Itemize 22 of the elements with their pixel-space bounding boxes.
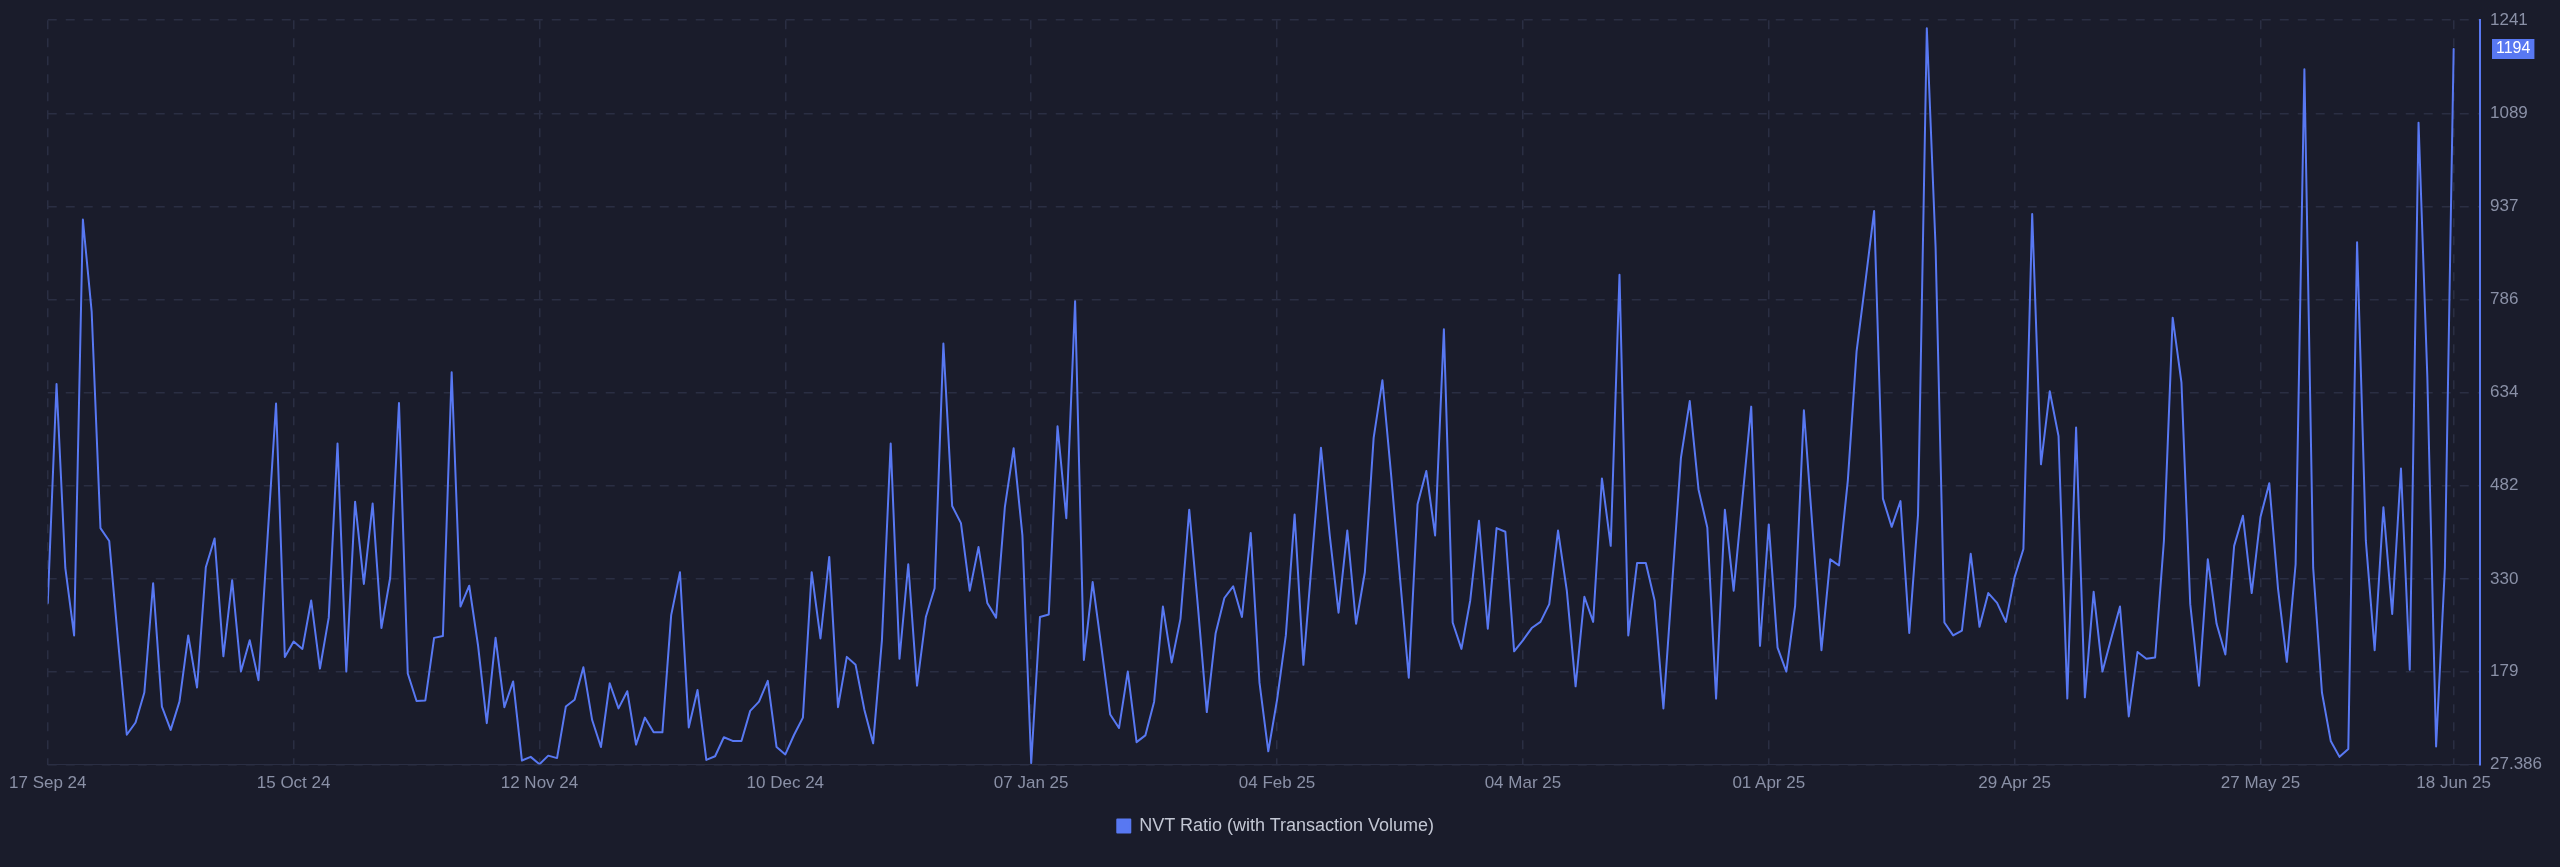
- x-tick-label: 27 May 25: [2220, 773, 2301, 793]
- y-tick-label: 1241: [2490, 9, 2528, 29]
- x-tick-label: 04 Feb 25: [1238, 773, 1316, 793]
- y-tick-label: 786: [2490, 288, 2519, 308]
- x-tick-label: 10 Dec 24: [746, 773, 825, 793]
- y-tick-label: 330: [2490, 568, 2519, 588]
- y-tick-label: 937: [2490, 196, 2519, 216]
- x-tick-label: 01 Apr 25: [1732, 773, 1806, 793]
- x-tick-label: 15 Oct 24: [256, 773, 331, 793]
- y-tick-label: 634: [2490, 382, 2519, 402]
- y-tick-label: 1089: [2490, 103, 2528, 123]
- x-tick-label: 12 Nov 24: [500, 773, 579, 793]
- x-tick-label: 07 Jan 25: [993, 773, 1069, 793]
- x-tick-label: 18 Jun 25: [2416, 773, 2492, 793]
- x-tick-label: 17 Sep 24: [9, 773, 87, 793]
- y-tick-label: 179: [2490, 661, 2519, 681]
- x-tick-label: 04 Mar 25: [1484, 773, 1562, 793]
- y-tick-label: 27.386: [2490, 754, 2542, 774]
- legend-label: NVT Ratio (with Transaction Volume): [1139, 814, 1435, 835]
- x-tick-label: 29 Apr 25: [1978, 773, 2052, 793]
- y-tick-label: 482: [2490, 475, 2519, 495]
- annotation: 1194: [2496, 39, 2531, 57]
